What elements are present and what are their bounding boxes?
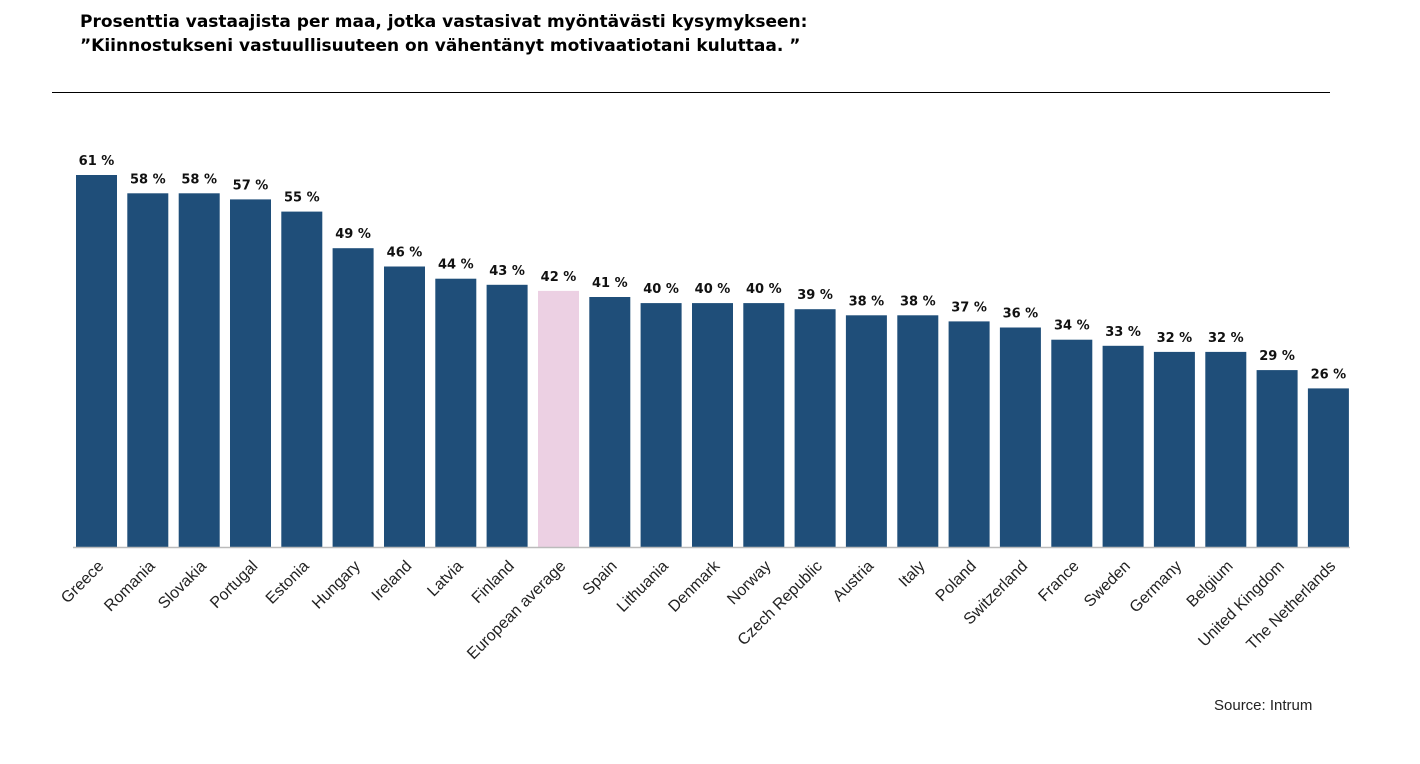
category-tick-label: Denmark <box>665 557 724 616</box>
category-tick-label: Italy <box>896 558 929 591</box>
category-tick-label: The Netherlands <box>1244 558 1340 654</box>
category-tick-label: Latvia <box>424 558 466 600</box>
category-tick-label: Austria <box>830 558 877 605</box>
value-label: 32 % <box>1208 331 1244 346</box>
category-tick-label: France <box>1035 558 1082 605</box>
bar-switzerland <box>999 327 1041 547</box>
category-tick-label: Germany <box>1127 558 1186 617</box>
value-label: 38 % <box>849 294 885 309</box>
bar-hungary <box>332 248 374 547</box>
bar-sweden <box>1102 345 1144 547</box>
bar-denmark <box>692 303 733 547</box>
title-divider <box>52 92 1330 93</box>
bar-germany <box>1153 351 1195 547</box>
value-label: 49 % <box>335 227 371 242</box>
bar-ireland <box>384 266 425 547</box>
value-label: 38 % <box>900 294 936 309</box>
value-label: 46 % <box>387 246 423 261</box>
category-tick-label: United Kingdom <box>1195 558 1288 651</box>
category-tick-label: Greece <box>58 558 107 607</box>
chart-title-line-1: Prosenttia vastaajista per maa, jotka va… <box>80 12 808 32</box>
category-tick-label: Sweden <box>1081 558 1134 611</box>
category-tick-label: Norway <box>724 558 774 608</box>
value-label: 42 % <box>541 270 577 285</box>
bar-european-average <box>538 290 579 547</box>
value-label: 37 % <box>951 300 987 315</box>
bar-slovakia <box>178 193 220 548</box>
category-tick-label: Spain <box>580 558 621 599</box>
value-label: 32 % <box>1157 331 1193 346</box>
bar-romania <box>127 193 169 548</box>
bar-austria <box>845 315 887 547</box>
value-label: 40 % <box>746 282 782 297</box>
category-tick-label: Estonia <box>263 558 313 608</box>
category-tick-label: Romania <box>101 558 158 615</box>
category-tick-label: Hungary <box>309 558 364 613</box>
value-label: 44 % <box>438 258 474 273</box>
bar-lithuania <box>640 303 682 547</box>
category-tick-label: Ireland <box>369 558 416 605</box>
value-label: 40 % <box>695 282 731 297</box>
value-label: 41 % <box>592 276 628 291</box>
bar-norway <box>743 303 785 547</box>
bar-finland <box>486 284 528 547</box>
bar-latvia <box>435 278 477 547</box>
value-label: 36 % <box>1003 307 1039 322</box>
chart-title: Prosenttia vastaajista per maa, jotka va… <box>80 10 807 58</box>
value-label: 39 % <box>797 288 833 303</box>
bar-poland <box>948 321 990 547</box>
chart-title-line-2: ”Kiinnostukseni vastuullisuuteen on vähe… <box>80 36 801 56</box>
bar-united-kingdom <box>1256 370 1298 547</box>
value-label: 58 % <box>181 172 217 187</box>
value-label: 43 % <box>489 264 525 279</box>
bar-portugal <box>230 199 271 547</box>
bar-the-netherlands <box>1307 388 1349 547</box>
value-label: 61 % <box>79 154 115 169</box>
value-label: 34 % <box>1054 319 1090 334</box>
value-label: 40 % <box>643 282 679 297</box>
bar-italy <box>897 315 939 547</box>
category-tick-label: Belgium <box>1184 558 1237 611</box>
bar-greece <box>76 175 117 547</box>
value-label: 33 % <box>1105 325 1141 340</box>
bar-czech-republic <box>794 309 836 547</box>
category-tick-label: Portugal <box>207 558 261 612</box>
category-tick-label: Lithuania <box>614 558 672 616</box>
category-tick-label: Finland <box>469 558 518 607</box>
category-tick-label: Poland <box>933 558 980 605</box>
category-tick-label: Slovakia <box>155 558 210 613</box>
value-label: 29 % <box>1259 349 1295 364</box>
bar-france <box>1051 339 1093 547</box>
category-tick-label: European average <box>464 558 569 663</box>
source-note: Source: Intrum <box>1214 697 1313 714</box>
value-label: 26 % <box>1311 367 1347 382</box>
bar-spain <box>589 297 631 547</box>
value-label: 57 % <box>233 178 269 193</box>
bar-estonia <box>281 211 323 547</box>
value-label: 58 % <box>130 172 166 187</box>
value-label: 55 % <box>284 191 320 206</box>
bar-belgium <box>1205 351 1247 547</box>
